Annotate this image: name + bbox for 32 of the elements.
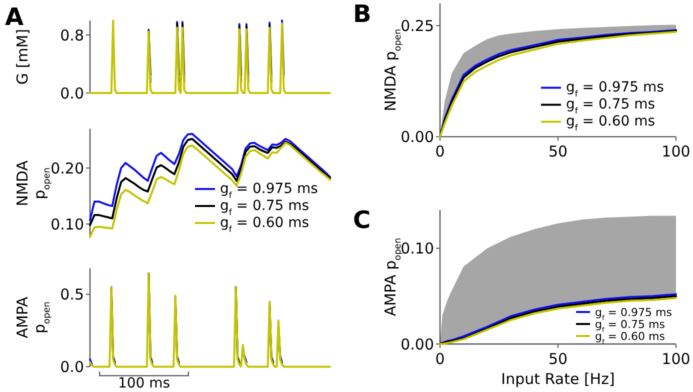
line-series [89,272,331,368]
legend-label: g$_{f}$ = 0.75 ms [220,198,310,217]
legend-label: g$_{f}$ = 0.75 ms [566,96,656,116]
legend-label: g$_{f}$ = 0.60 ms [220,215,310,234]
y-tick-label: 0.10 [400,240,434,258]
line-series [89,20,331,94]
x-tick-label: 100 [662,142,690,161]
y-axis-title: G [mM] [13,28,32,85]
y-tick-label: 0.20 [50,159,84,178]
x-tick-label: 0 [435,350,445,368]
y-tick-label: 0.8 [60,26,84,44]
legend-label: g$_{f}$ = 0.975 ms [566,80,664,99]
y-tick-label: 0.0 [60,358,84,376]
legend-label: g$_{f}$ = 0.975 ms [220,181,318,200]
x-tick-label: 0 [435,142,445,161]
x-tick-label: 50 [548,350,568,368]
x-tick-label: 100 [662,350,690,368]
chart-title: C [353,206,371,234]
x-tick-label: 50 [548,142,568,161]
y-tick-label: 0.00 [400,128,434,146]
y-tick-label: 0.5 [60,286,84,304]
text: 100 ms [118,376,170,392]
legend-label: g$_{f}$ = 0.60 ms [595,330,666,346]
x-axis-title: Input Rate [Hz] [501,370,615,388]
chart-title: A [5,3,24,31]
chart-title: B [353,0,372,28]
y-tick-label: 0.25 [400,17,434,36]
y-tick-label: 0.00 [400,335,434,354]
y-tick-label: 0.0 [60,84,84,102]
legend-label: g$_{f}$ = 0.60 ms [566,114,656,133]
y-tick-label: 0.10 [50,215,84,234]
line-series [89,142,331,238]
